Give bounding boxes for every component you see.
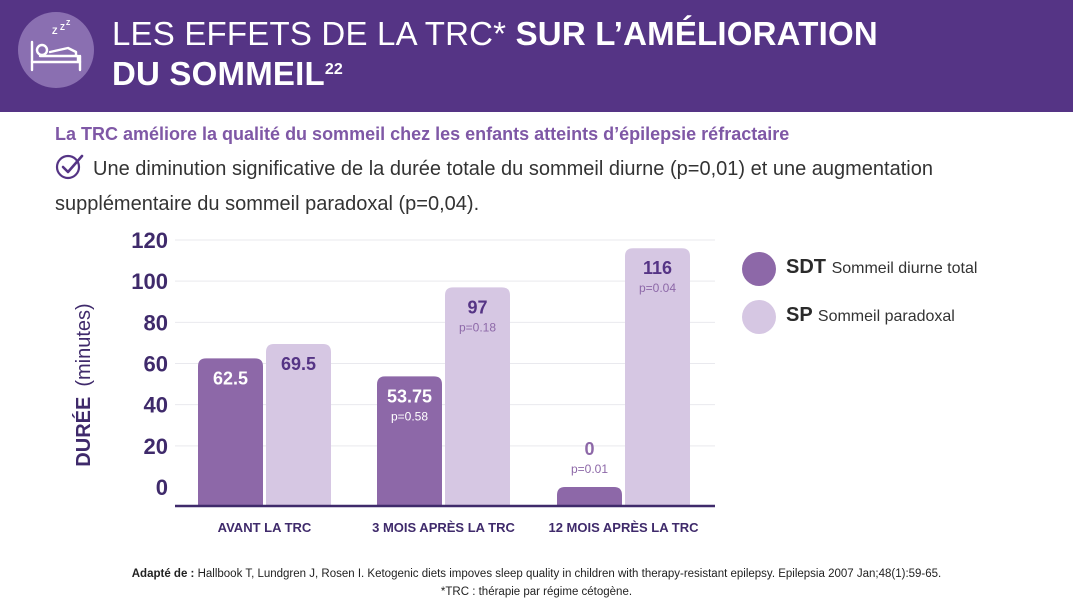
y-axis-label-bold: DURÉE	[72, 397, 95, 467]
y-tick-label: 80	[144, 310, 168, 335]
y-axis-label: DURÉE (minutes)	[72, 303, 95, 466]
legend-abbr-sp: SP	[786, 304, 813, 326]
legend-desc-sdt: Sommeil diurne total	[831, 260, 978, 277]
svg-text:Z: Z	[60, 23, 65, 32]
y-tick-label: 0	[156, 475, 168, 500]
data-label-pvalue: p=0.04	[639, 281, 676, 295]
x-tick-labels: AVANT LA TRC 3 MOIS APRÈS LA TRC 12 MOIS A…	[218, 520, 699, 535]
x-tick-label: 3 MOIS APRÈS LA TRC	[372, 520, 515, 535]
title-bold-line1: SUR L’AMÉLIORATION	[515, 15, 878, 52]
x-tick-label: AVANT LA TRC	[218, 520, 312, 535]
source-text: Hallbook T, Lundgren J, Rosen I. Ketogen…	[197, 568, 942, 580]
y-tick-label: 20	[144, 434, 168, 459]
source-label: Adapté de :	[131, 568, 195, 580]
data-label-value: 53.75	[387, 386, 432, 406]
data-label-value: 0	[584, 439, 594, 459]
body-text: Une diminution significative de la durée…	[55, 158, 933, 215]
bar-sp	[266, 343, 331, 506]
header-banner: Z Z Z LES EFFETS DE LA TRC* SUR L’AMÉLIO…	[0, 0, 1073, 112]
y-tick-label: 100	[131, 269, 168, 294]
y-tick-label: 60	[144, 352, 168, 377]
data-label-pvalue: p=0.18	[459, 320, 496, 334]
data-label-value: 97	[467, 297, 487, 317]
footnote: *TRC : thérapie par régime cétogène.	[440, 586, 633, 598]
data-label-pvalue: p=0.58	[391, 409, 428, 423]
title-bold-line2: DU SOMMEIL	[112, 55, 325, 92]
svg-text:Z: Z	[66, 20, 71, 27]
data-label-value: 116	[643, 258, 672, 278]
legend-swatch-sp	[742, 300, 776, 334]
bar-sdt	[557, 487, 622, 506]
y-tick-labels: 0 20 40 60 80 100 120	[131, 228, 168, 500]
legend-swatch-sdt	[742, 252, 776, 286]
sleeping-bed-icon: Z Z Z	[18, 12, 94, 88]
bar-chart: 0 20 40 60 80 100 120 62.5 69.5 53.75 p=0.58 97 p=0…	[72, 228, 715, 535]
title-reference: 22	[324, 61, 344, 78]
y-tick-label: 40	[144, 393, 168, 418]
data-label-value: 69.5	[281, 354, 316, 374]
bar-sp	[625, 248, 690, 506]
legend-abbr-sdt: SDT	[786, 256, 826, 278]
y-axis-label-unit: (minutes)	[73, 303, 95, 386]
bar-sp	[445, 287, 510, 506]
bar-sdt	[198, 358, 263, 506]
body-paragraph: Une diminution significative de la durée…	[55, 152, 1015, 219]
y-tick-label: 120	[131, 228, 168, 253]
title-light: LES EFFETS DE LA TRC*	[112, 15, 516, 52]
source-citation: Adapté de : Hallbook T, Lundgren J, Rose…	[0, 568, 1073, 580]
data-label-value: 62.5	[213, 368, 248, 388]
data-label-pvalue: p=0.01	[571, 462, 608, 476]
check-circle-icon	[55, 152, 85, 189]
page-title: LES EFFETS DE LA TRC* SUR L’AMÉLIORATION…	[112, 14, 878, 94]
svg-text:Z: Z	[52, 26, 58, 36]
data-labels: 62.5 69.5 53.75 p=0.58 97 p=0.18 0 p=0.01 116 p=0…	[213, 258, 676, 476]
x-tick-label: 12 MOIS APRÈS LA TRC	[548, 520, 699, 535]
bars	[198, 248, 690, 506]
subtitle: La TRC améliore la qualité du sommeil ch…	[55, 124, 790, 144]
legend-desc-sp: Sommeil paradoxal	[817, 308, 955, 325]
bar-sdt	[377, 376, 442, 506]
